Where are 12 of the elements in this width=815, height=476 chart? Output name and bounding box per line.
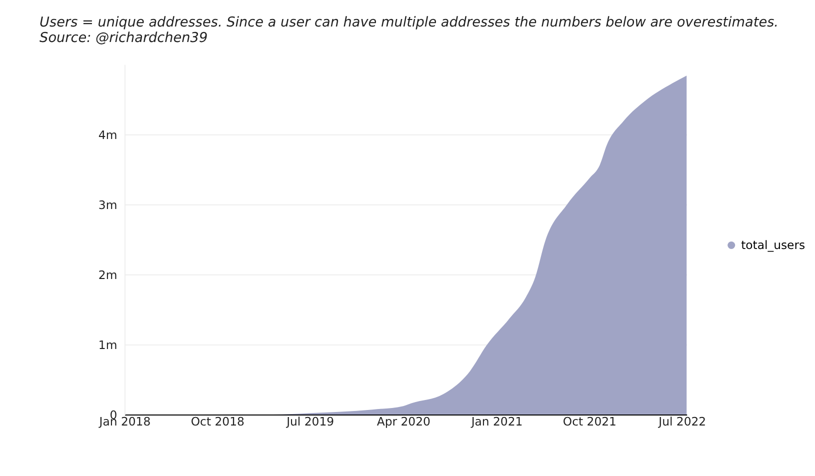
legend-label: total_users [741, 238, 806, 252]
x-tick-label: Jul 2019 [286, 414, 334, 429]
y-tick-label: 3m [98, 198, 118, 212]
x-tick-label: Apr 2020 [376, 414, 430, 429]
y-tick-label: 1m [98, 338, 118, 352]
x-tick-label: Jan 2021 [470, 414, 523, 429]
x-tick-label: Oct 2018 [190, 414, 244, 429]
y-tick-label: 2m [98, 268, 118, 282]
x-tick-label: Oct 2021 [562, 414, 616, 429]
x-tick-label: Jul 2022 [658, 414, 706, 429]
y-tick-label: 4m [98, 128, 118, 142]
chart-subtitle: Users = unique addresses. Since a user can have multiple addresses the numbers below are overestimates. Source: @richardchen39 [40, 14, 779, 46]
